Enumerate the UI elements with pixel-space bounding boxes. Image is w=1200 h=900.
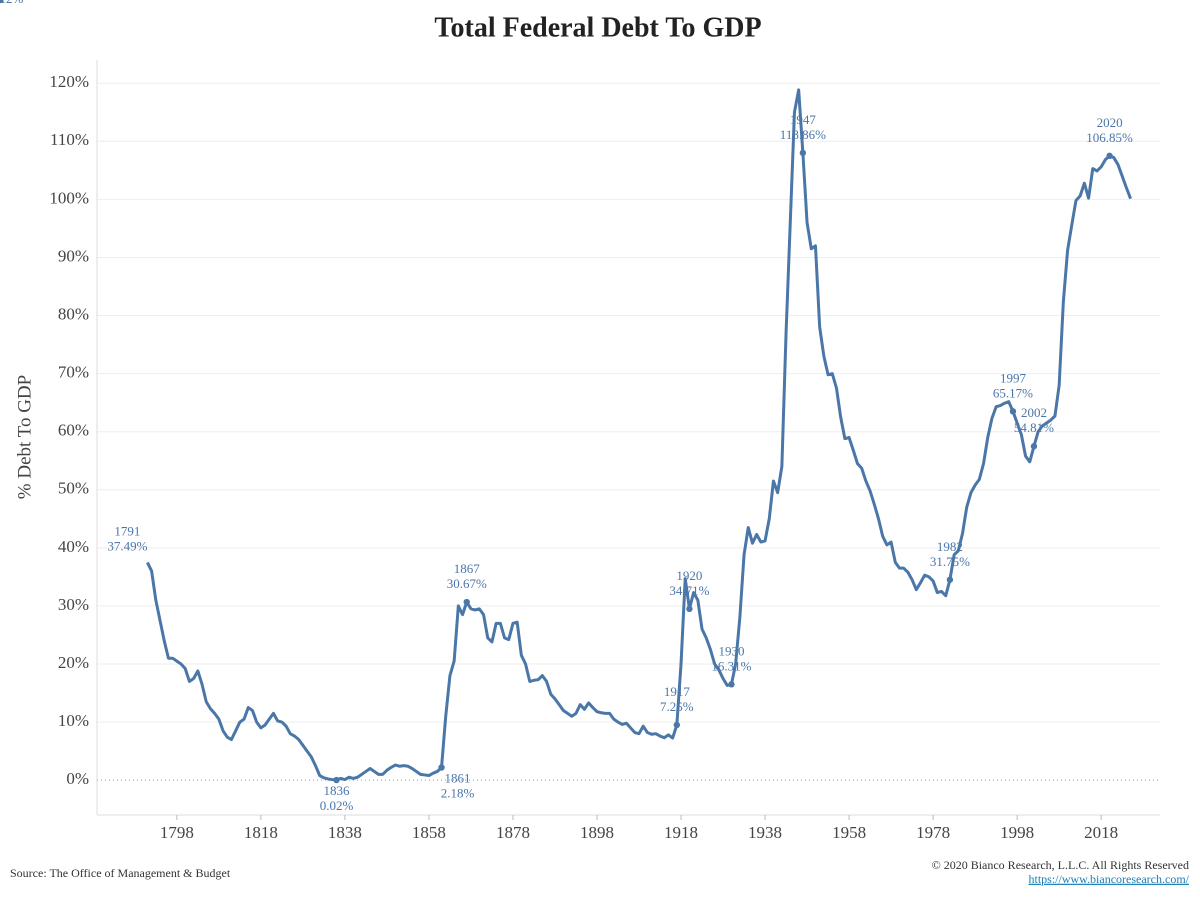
annotation-value: 37.49%	[107, 538, 147, 553]
annotation-year: 1930	[718, 643, 744, 658]
x-tick-label: 1958	[832, 823, 866, 842]
x-tick-label: 2018	[1084, 823, 1118, 842]
point	[333, 776, 340, 784]
annotation-value: 31.75%	[930, 554, 970, 569]
annotation-year: 2020	[1097, 115, 1123, 130]
y-tick-label: 80%	[58, 304, 89, 323]
annotation-value: 7.25%	[660, 699, 694, 714]
y-tick-label: 20%	[58, 653, 89, 672]
y-tick-label: 90%	[58, 246, 89, 265]
annotation-year: 1982	[937, 539, 963, 554]
y-tick-label: 10%	[58, 711, 89, 730]
y-tick-label: 50%	[58, 479, 89, 498]
point	[946, 576, 954, 583]
x-tick-label: 1918	[664, 823, 698, 842]
x-tick-label: 1898	[580, 823, 614, 842]
y-tick-label: 70%	[58, 363, 89, 382]
annotation-value: 118.86%	[780, 127, 826, 142]
debt-line	[146, 88, 1132, 782]
annotation-value: 16.31%	[711, 658, 751, 673]
y-tick-label: 100%	[49, 188, 89, 207]
point	[0, 0, 4, 4]
annotation-year: 1861	[445, 770, 471, 785]
point	[686, 605, 693, 613]
annotation-value: 2.18%	[441, 785, 475, 800]
point	[1106, 152, 1113, 160]
x-tick-label: 1878	[496, 823, 530, 842]
x-tick-label: 1998	[1000, 823, 1034, 842]
annotation-year: 2002	[1021, 405, 1047, 420]
annotation-value: 34.71%	[669, 583, 709, 598]
x-tick-label: 1978	[916, 823, 950, 842]
annotation-value: 30.67%	[447, 576, 487, 591]
annotation-year: 1920	[676, 568, 702, 583]
annotation-value: 54.81%	[1014, 420, 1054, 435]
x-tick-label: 1938	[748, 823, 782, 842]
copyright: © 2020 Bianco Research, L.L.C. All Right…	[932, 858, 1189, 872]
annotation-value: 106.85%	[1086, 130, 1133, 145]
annotation-value: 0.02%	[320, 798, 354, 813]
y-axis-label: % Debt To GDP	[14, 375, 35, 499]
point	[1030, 443, 1038, 450]
annotation-value: 65.17%	[993, 385, 1033, 400]
y-tick-label: 0%	[66, 769, 89, 788]
point	[463, 598, 470, 606]
x-tick-label: 1838	[328, 823, 362, 842]
point	[673, 721, 681, 729]
url[interactable]: https://www.biancoresearch.com/	[1028, 872, 1189, 886]
y-tick-label: 60%	[58, 421, 89, 440]
annotation-year: 1947	[790, 112, 817, 127]
annotation-year: 1997	[1000, 370, 1027, 385]
y-tick-label: 40%	[58, 537, 89, 556]
point	[1009, 408, 1017, 415]
y-tick-label: 30%	[58, 595, 89, 614]
x-tick-label: 1818	[244, 823, 278, 842]
x-tick-label: 1798	[160, 823, 194, 842]
x-tick-label: 1858	[412, 823, 446, 842]
y-tick-label: 120%	[49, 72, 89, 91]
annotation-year: 1836	[323, 783, 350, 798]
annotation-year: 1867	[454, 561, 481, 576]
annotation-year: 1791	[114, 523, 140, 538]
annotation-year: 1917	[664, 684, 691, 699]
chart-title: Total Federal Debt To GDP	[434, 12, 761, 43]
point	[728, 681, 735, 688]
y-tick-label: 110%	[50, 130, 89, 149]
annotation-value: 100.12%	[0, 0, 23, 6]
point	[438, 764, 445, 771]
point	[799, 149, 807, 157]
source-note: Source: The Office of Management & Budge…	[10, 866, 231, 880]
